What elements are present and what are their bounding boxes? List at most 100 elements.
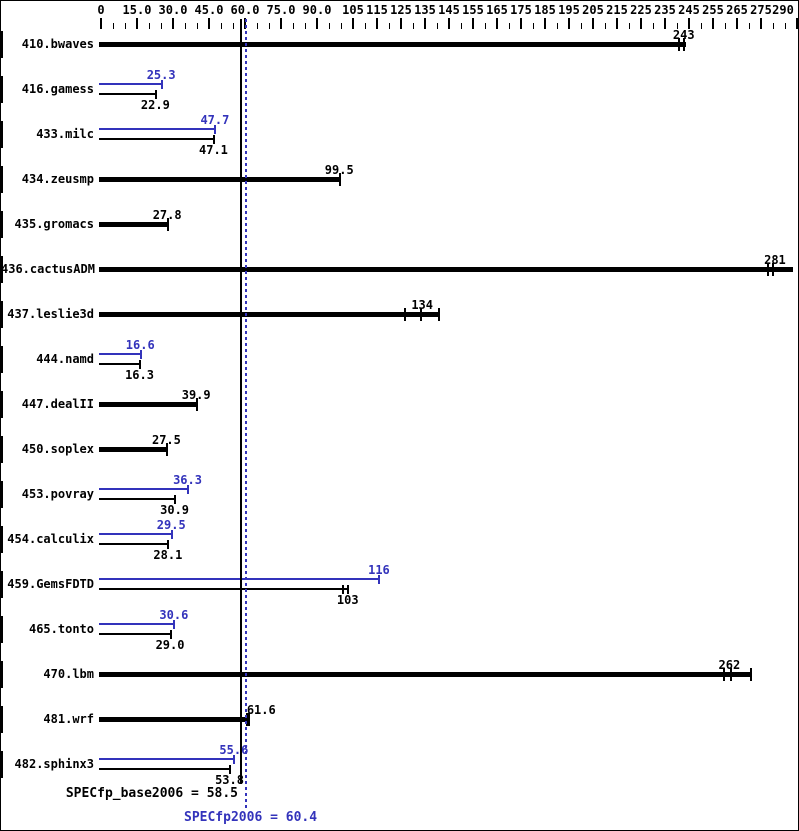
base-value: 22.9 <box>140 98 170 112</box>
base-bar <box>99 588 350 590</box>
axis-tick-label: 245 <box>678 3 700 17</box>
benchmark-label: 450.soplex <box>21 442 94 456</box>
base-bar <box>99 267 794 272</box>
axis-tick-major <box>616 18 618 29</box>
axis-tick-label: 15.0 <box>122 3 152 17</box>
axis-tick-label: 60.0 <box>230 3 260 17</box>
axis-tick-label: 175 <box>510 3 532 17</box>
peak-bar <box>99 83 163 85</box>
peak-value: 16.6 <box>125 338 155 352</box>
base-value: 16.3 <box>125 368 154 382</box>
axis-tick-major <box>172 18 174 29</box>
run-mark <box>214 124 217 134</box>
axis-tick-minor <box>653 23 654 29</box>
run-mark <box>229 764 232 774</box>
base-bar <box>99 498 177 500</box>
run-mark <box>174 494 177 504</box>
run-mark <box>420 308 423 321</box>
run-mark <box>722 668 725 681</box>
axis-tick-minor <box>389 23 390 29</box>
benchmark-label: 434.zeusmp <box>21 172 94 186</box>
benchmark-label: 465.tonto <box>28 622 94 636</box>
benchmark-label: 447.dealII <box>21 397 94 411</box>
axis-tick-label: 265 <box>726 3 748 17</box>
axis-tick-major <box>640 18 642 29</box>
axis-tick-minor <box>437 23 438 29</box>
axis-tick-minor <box>725 23 726 29</box>
axis-tick-major <box>664 18 666 29</box>
base-bar <box>99 363 142 365</box>
axis-tick-label: 255 <box>702 3 724 17</box>
axis-tick-label: 235 <box>654 3 676 17</box>
base-bar <box>99 402 198 407</box>
row-baseline <box>1 661 3 688</box>
base-value: 53.8 <box>215 773 244 787</box>
run-mark <box>247 713 250 726</box>
row-baseline <box>1 301 3 328</box>
axis-tick-label: 30.0 <box>158 3 188 17</box>
axis-tick-label: 145 <box>438 3 460 17</box>
run-mark <box>730 668 732 681</box>
peak-value: 55.6 <box>219 743 249 757</box>
axis-tick-major <box>424 18 426 29</box>
axis-tick-major <box>448 18 450 29</box>
benchmark-label: 481.wrf <box>43 712 94 726</box>
axis-tick-label: 125 <box>390 3 412 17</box>
axis-tick-minor <box>269 23 270 29</box>
peak-value: 25.3 <box>146 68 176 82</box>
run-mark <box>246 713 249 726</box>
peak-mean-label: SPECfp2006 = 60.4 <box>184 810 318 825</box>
axis-tick-major <box>136 18 138 29</box>
axis-tick-major <box>520 18 522 29</box>
run-mark <box>683 38 686 51</box>
run-mark <box>139 359 142 369</box>
axis-tick-minor <box>413 23 414 29</box>
row-baseline <box>1 76 3 103</box>
axis-tick-minor <box>605 23 606 29</box>
axis-tick-minor <box>113 23 114 29</box>
benchmark-label: 435.gromacs <box>14 217 94 231</box>
axis-tick-minor <box>749 23 750 29</box>
row-baseline <box>1 481 3 508</box>
axis-tick-minor <box>365 23 366 29</box>
axis-tick-label: 0 <box>97 3 105 17</box>
axis-tick-minor <box>677 23 678 29</box>
row-baseline <box>1 751 3 778</box>
benchmark-label: 416.gamess <box>21 82 94 96</box>
peak-mean-line <box>245 19 247 809</box>
benchmark-label: 437.leslie3d <box>7 307 94 321</box>
base-bar <box>99 312 441 317</box>
base-value: 243 <box>672 28 695 42</box>
axis-tick-minor <box>773 23 774 29</box>
axis-tick-major <box>400 18 402 29</box>
axis-tick-label: 155 <box>462 3 484 17</box>
axis-tick-minor <box>329 23 330 29</box>
run-mark <box>166 218 169 231</box>
peak-value: 29.5 <box>156 518 186 532</box>
benchmark-label: 459.GemsFDTD <box>7 577 94 591</box>
base-bar <box>99 672 753 677</box>
benchmark-label: 436.cactusADM <box>1 262 95 276</box>
base-value: 29.0 <box>155 638 185 652</box>
axis-tick-label: 115 <box>366 3 388 17</box>
base-bar <box>99 768 232 770</box>
axis-tick-minor <box>629 23 630 29</box>
axis-tick-label: 290 <box>772 3 794 17</box>
axis-tick-minor <box>533 23 534 29</box>
run-mark <box>173 619 176 629</box>
benchmark-label: 470.lbm <box>43 667 94 681</box>
run-mark <box>378 574 381 584</box>
axis-tick-label: 105 <box>342 3 364 17</box>
axis-tick-minor <box>305 23 306 29</box>
axis-tick-label: 45.0 <box>194 3 224 17</box>
axis-tick-label: 225 <box>630 3 652 17</box>
axis-tick-major <box>472 18 474 29</box>
axis-tick-minor <box>341 23 342 29</box>
base-value: 61.6 <box>246 703 276 717</box>
axis-tick-label: 165 <box>486 3 508 17</box>
axis-tick-minor <box>581 23 582 29</box>
base-bar <box>99 543 170 545</box>
benchmark-label: 454.calculix <box>7 532 94 546</box>
peak-value: 30.6 <box>159 608 189 622</box>
